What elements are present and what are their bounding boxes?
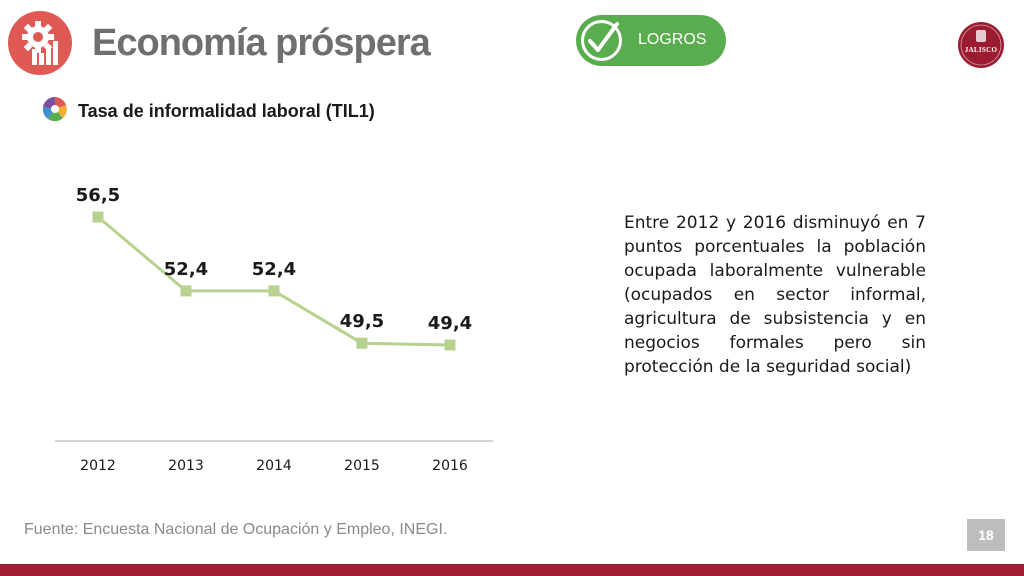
data-point xyxy=(92,211,104,223)
page-title: Economía próspera xyxy=(92,22,431,64)
page-number: 18 xyxy=(967,519,1005,551)
description-text: Entre 2012 y 2016 disminuyó en 7 puntos … xyxy=(624,213,926,377)
x-tick-label: 2013 xyxy=(168,458,204,474)
gear-chart-icon xyxy=(8,11,72,75)
chart-title: Tasa de informalidad laboral (TIL1) xyxy=(78,101,375,121)
logros-badge: LOGROS xyxy=(576,15,726,66)
data-label: 56,5 xyxy=(76,185,120,206)
x-tick-label: 2012 xyxy=(80,458,116,474)
x-tick-label: 2016 xyxy=(432,458,468,474)
data-point xyxy=(268,285,280,297)
jalisco-seal-logo: JALISCO xyxy=(958,22,1004,68)
check-icon xyxy=(581,20,622,61)
data-label: 49,4 xyxy=(428,313,472,334)
data-point xyxy=(356,337,368,349)
x-tick-label: 2014 xyxy=(256,458,292,474)
pie-icon xyxy=(42,96,68,122)
source-note: Fuente: Encuesta Nacional de Ocupación y… xyxy=(24,521,448,538)
data-point xyxy=(180,285,192,297)
series-line xyxy=(97,215,451,347)
data-point xyxy=(444,339,456,351)
data-label: 52,4 xyxy=(164,259,208,280)
data-label: 49,5 xyxy=(340,311,384,332)
logros-label: LOGROS xyxy=(638,31,707,48)
seal-text: JALISCO xyxy=(964,46,998,54)
data-label: 52,4 xyxy=(252,259,296,280)
x-tick-label: 2015 xyxy=(344,458,380,474)
bottom-band xyxy=(0,564,1024,576)
